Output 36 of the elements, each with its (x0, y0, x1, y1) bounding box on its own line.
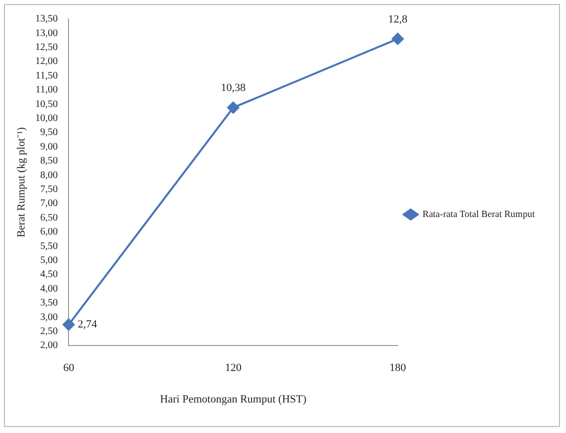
y-tick-label: 11,00 (36, 84, 58, 96)
y-tick-label: 4,50 (40, 269, 58, 280)
y-tick-label: 7,00 (40, 198, 58, 210)
y-tick-label: 6,50 (40, 212, 58, 224)
y-tick-label: 12,00 (35, 56, 58, 68)
point (62, 318, 75, 331)
y-tick-label: 12,50 (35, 42, 58, 54)
y-tick-label: 7,50 (40, 184, 58, 196)
y-tick-label: 3,50 (40, 298, 58, 309)
legend-label: Rata-rata Total Berat Rumput (422, 210, 536, 220)
x-tick-label: 120 (224, 362, 242, 374)
y-tick-label: 9,00 (40, 141, 58, 152)
x-axis-title: Hari Pemotongan Rumput (HST) (160, 393, 307, 406)
x-tick-label: 60 (63, 362, 75, 374)
y-axis-title: Berat Rumput (kg plot⁻¹) (15, 126, 28, 238)
point (392, 32, 404, 45)
y-tick-label: 11,50 (36, 70, 58, 82)
y-tick-label: 3,00 (40, 312, 58, 323)
y-tick-label: 9,50 (40, 127, 58, 138)
y-tick-label: 10,00 (35, 113, 58, 124)
y-tick-label: 13,50 (35, 14, 58, 25)
y-tick-label: 10,50 (35, 98, 58, 110)
y-tick-label: 5,50 (40, 240, 58, 252)
data-label: 10,38 (220, 82, 246, 94)
y-tick-label: 2,50 (40, 326, 58, 338)
y-tick-label: 8,00 (40, 170, 58, 181)
data-label: 12,8 (388, 13, 408, 26)
y-tick-label: 6,00 (40, 226, 58, 238)
y-tick-label: 8,50 (40, 156, 58, 167)
y-tick-label: 2,00 (40, 340, 58, 352)
point (227, 102, 240, 114)
y-tick-label: 4,00 (40, 283, 58, 294)
y-tick-label: 13,00 (35, 28, 58, 39)
x-tick-label: 180 (389, 362, 406, 374)
y-tick-label: 5,00 (40, 255, 58, 266)
data-label: 2,74 (78, 318, 98, 330)
